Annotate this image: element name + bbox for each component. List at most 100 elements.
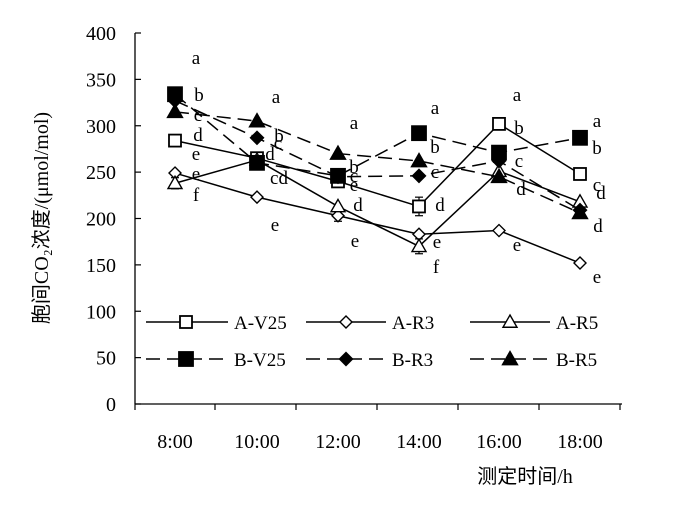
legend-item-a-r3: A-R3	[306, 313, 434, 334]
marker-square	[168, 133, 182, 148]
significance-letter: c	[194, 105, 202, 126]
significance-letter: f	[433, 257, 440, 278]
x-tick-label: 8:00	[157, 431, 193, 453]
marker-square	[573, 167, 587, 181]
significance-letter: c	[431, 162, 439, 183]
marker-diamond	[249, 130, 265, 146]
legend: A-V25 A-R3 A-R5 B-V25 B-R3 B-R5	[146, 313, 598, 371]
marker-triangle	[490, 167, 508, 184]
marker-triangle	[166, 102, 184, 119]
marker-diamond	[330, 169, 346, 185]
marker-square	[492, 116, 506, 131]
significance-letter: c	[274, 133, 282, 154]
significance-letter: c	[593, 175, 601, 196]
series-b-r5	[166, 102, 589, 220]
marker-square	[411, 125, 427, 142]
significance-letter: c	[515, 151, 523, 172]
marker-square	[249, 154, 265, 171]
x-tick-label: 10:00	[234, 431, 280, 453]
significance-letter: d	[596, 183, 606, 204]
x-tick-label: 14:00	[396, 431, 442, 453]
significance-letter: d	[435, 195, 445, 216]
marker-diamond	[411, 168, 427, 184]
legend-label: A-V25	[234, 313, 287, 334]
series-line	[174, 172, 581, 264]
series-line	[174, 100, 581, 211]
significance-letter: d	[593, 216, 603, 237]
y-tick-label: 400	[86, 23, 116, 45]
x-axis-title: 测定时间/h	[477, 465, 573, 488]
legend-item-a-r5: A-R5	[470, 313, 598, 334]
marker-triangle	[248, 112, 266, 128]
significance-letter: e	[593, 267, 601, 288]
y-tick-label: 350	[86, 69, 116, 91]
significance-letter: a	[192, 48, 201, 69]
legend-label: B-R5	[556, 350, 597, 371]
legend-item-b-r5: B-R5	[470, 350, 597, 371]
marker-triangle	[501, 350, 519, 366]
marker-triangle	[410, 237, 428, 253]
marker-diamond	[331, 208, 345, 223]
marker-triangle	[166, 174, 184, 190]
significance-letter: f	[193, 185, 200, 206]
significance-letter: e	[351, 231, 359, 252]
x-ticks: 8:00 10:00 12:00 14:00 16:00 18:00	[134, 404, 621, 453]
significance-letter: e	[192, 164, 200, 185]
significance-letter: d	[265, 144, 275, 165]
x-tick-label: 16:00	[476, 431, 522, 453]
significance-letter: d	[516, 179, 526, 200]
significance-letter: b	[514, 118, 524, 139]
significance-letter: d	[353, 195, 363, 216]
significance-letter: b	[194, 85, 204, 106]
series-a-v25	[168, 116, 587, 217]
significance-letter: b	[274, 126, 284, 147]
significance-letter: b	[592, 138, 602, 159]
series-line	[174, 159, 581, 248]
y-tick-label: 250	[86, 162, 116, 184]
legend-label: A-R3	[392, 313, 434, 334]
y-tick-label: 200	[86, 209, 116, 231]
series-a-r5	[166, 151, 589, 255]
significance-letter: b	[430, 137, 440, 158]
y-tick-label: 150	[86, 255, 116, 277]
significance-letter: e	[271, 215, 279, 236]
y-ticks: 0 50 100 150 200 250 300 350 400	[86, 23, 141, 416]
significance-letter: cd	[270, 168, 288, 189]
y-axis-title: 胞间CO₂浓度/(μmol/mol)	[30, 112, 53, 324]
significance-letter: c	[350, 166, 358, 187]
marker-diamond	[339, 315, 353, 329]
marker-square	[412, 199, 426, 214]
significance-letter: e	[192, 144, 200, 165]
series-line	[174, 111, 581, 214]
significance-letter: a	[593, 111, 602, 132]
legend-label: B-V25	[234, 350, 286, 371]
series-layer	[166, 86, 589, 271]
series-line	[174, 122, 581, 208]
series-b-v25	[167, 86, 588, 184]
significance-letter: a	[350, 113, 359, 134]
significance-letter: a	[431, 98, 440, 119]
marker-triangle	[329, 144, 347, 160]
series-line	[174, 93, 581, 177]
legend-item-b-r3: B-R3	[306, 350, 433, 371]
significance-letter: e	[433, 232, 441, 253]
significance-letter: a	[272, 87, 281, 108]
y-tick-label: 100	[86, 301, 116, 323]
y-tick-label: 50	[96, 348, 116, 370]
legend-label: B-R3	[392, 350, 433, 371]
marker-diamond	[573, 256, 587, 271]
marker-square	[178, 351, 194, 367]
marker-square	[572, 129, 588, 146]
marker-triangle	[329, 198, 347, 213]
x-tick-label: 18:00	[557, 431, 603, 453]
marker-triangle	[501, 313, 519, 328]
significance-letter: a	[513, 85, 522, 106]
marker-diamond	[250, 190, 264, 205]
marker-diamond	[492, 223, 506, 238]
marker-square	[179, 315, 193, 329]
significance-letter: b	[349, 157, 359, 178]
significance-letter: d	[193, 125, 203, 146]
significance-letter: e	[513, 235, 521, 256]
